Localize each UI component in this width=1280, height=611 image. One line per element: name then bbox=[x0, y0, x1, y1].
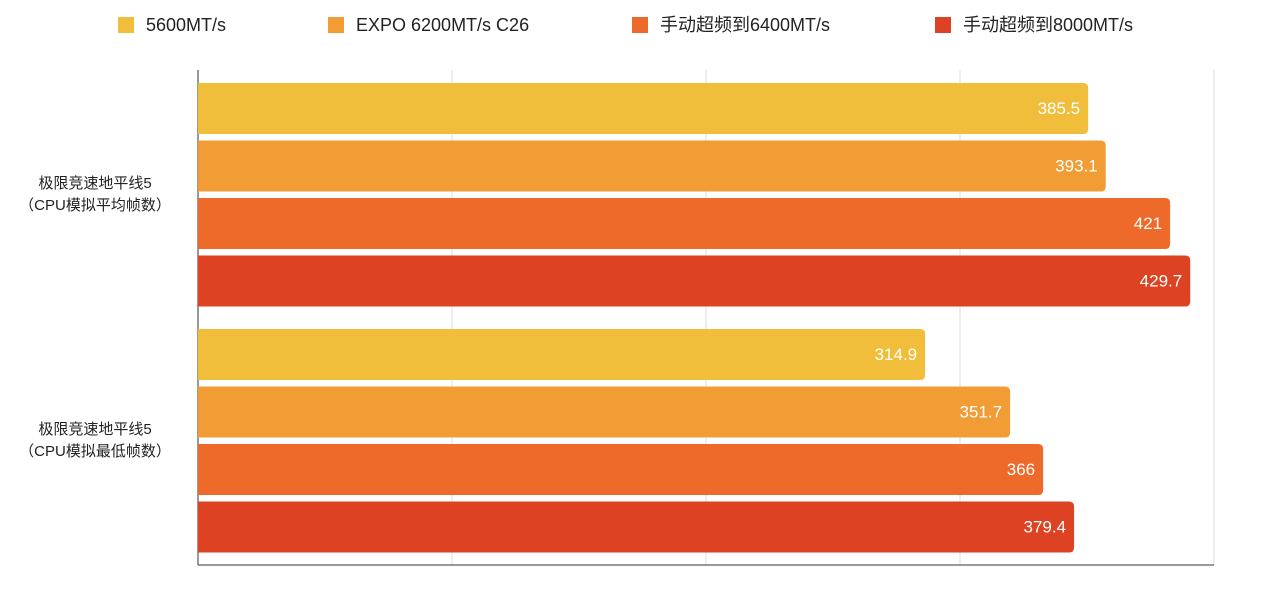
value-label: 379.4 bbox=[1024, 517, 1067, 536]
legend-swatch bbox=[118, 17, 134, 33]
bar bbox=[198, 140, 1106, 192]
bar bbox=[198, 83, 1089, 134]
category-label: 极限竞速地平线5 （CPU模拟最低帧数） bbox=[19, 421, 171, 460]
value-label: 429.7 bbox=[1140, 271, 1183, 290]
bar bbox=[198, 386, 1011, 438]
bar bbox=[198, 255, 1191, 307]
value-label: 351.7 bbox=[960, 402, 1003, 421]
legend-swatch bbox=[632, 17, 648, 33]
legend-swatch bbox=[328, 17, 344, 33]
value-label: 421 bbox=[1134, 214, 1162, 233]
value-label: 366 bbox=[1007, 460, 1035, 479]
legend-label: EXPO 6200MT/s C26 bbox=[356, 15, 529, 35]
bar bbox=[198, 329, 926, 380]
bar bbox=[198, 501, 1075, 553]
legend-label: 手动超频到8000MT/s bbox=[963, 15, 1133, 35]
legend-swatch bbox=[935, 17, 951, 33]
value-label: 385.5 bbox=[1038, 99, 1081, 118]
value-label: 393.1 bbox=[1055, 156, 1098, 175]
legend-label: 手动超频到6400MT/s bbox=[660, 15, 830, 35]
value-label: 314.9 bbox=[875, 345, 918, 364]
bar bbox=[198, 198, 1171, 249]
bar bbox=[198, 444, 1044, 495]
category-label: 极限竞速地平线5 （CPU模拟平均帧数） bbox=[19, 175, 171, 214]
legend-label: 5600MT/s bbox=[146, 15, 226, 35]
